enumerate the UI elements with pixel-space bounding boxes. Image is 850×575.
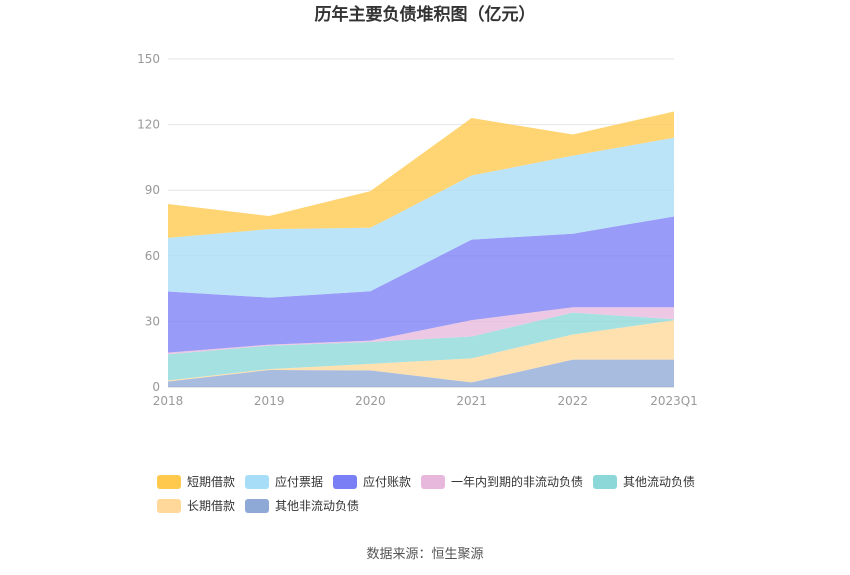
area-series (168, 307, 674, 355)
legend-label: 一年内到期的非流动负债 (451, 474, 583, 489)
legend-label: 其他非流动负债 (275, 499, 359, 513)
legend-label: 长期借款 (187, 499, 235, 513)
x-tick-label: 2021 (456, 394, 487, 408)
y-tick-label: 0 (152, 380, 160, 394)
y-tick-label: 150 (137, 52, 160, 66)
legend-swatch (245, 499, 269, 513)
legend-swatch (421, 475, 445, 489)
legend-swatch (593, 475, 617, 489)
legend-item[interactable]: 应付账款 (333, 474, 411, 489)
area-series (168, 320, 674, 383)
legend-label: 应付票据 (275, 474, 323, 489)
x-tick-label: 2022 (558, 394, 589, 408)
x-tick-label: 2023Q1 (650, 394, 698, 408)
legend-swatch (157, 499, 181, 513)
data-source: 数据来源：恒生聚源 (366, 547, 483, 562)
y-tick-label: 30 (145, 314, 160, 328)
legend-label: 其他流动负债 (623, 475, 695, 489)
y-tick-label: 60 (145, 249, 160, 263)
area-series (168, 216, 674, 353)
legend-swatch (157, 475, 181, 489)
area-series (168, 137, 674, 298)
legend-item[interactable]: 长期借款 (157, 499, 235, 513)
axis-layer: 0 30 60 90 120 150 2018 2019 2020 2021 2022 2023Q1 (137, 52, 698, 408)
x-tick-label: 2019 (254, 394, 285, 408)
legend-item[interactable]: 一年内到期的非流动负债 (421, 474, 583, 489)
legend-label: 短期借款 (187, 475, 235, 489)
x-tick-label: 2020 (355, 394, 386, 408)
x-tick-label: 2018 (153, 394, 184, 408)
area-series (168, 359, 674, 387)
legend-item[interactable]: 其他流动负债 (593, 475, 695, 489)
legend-label: 应付账款 (363, 474, 411, 489)
legend-swatch (333, 475, 357, 489)
chart-title: 历年主要负债堆积图（亿元） (315, 4, 536, 25)
y-tick-label: 120 (137, 118, 160, 132)
area-series (168, 111, 674, 238)
area-layer (168, 111, 674, 387)
y-tick-label: 90 (145, 183, 160, 197)
legend-item[interactable]: 应付票据 (245, 474, 323, 489)
area-series (168, 312, 674, 381)
legend-swatch (245, 475, 269, 489)
legend-item[interactable]: 其他非流动负债 (245, 499, 359, 513)
legend-item[interactable]: 短期借款 (157, 475, 235, 489)
